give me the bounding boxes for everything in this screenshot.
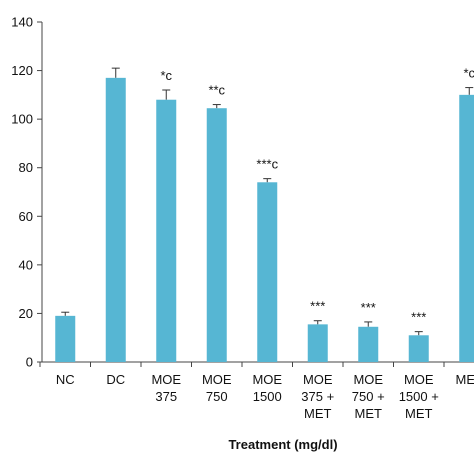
bar (257, 182, 278, 362)
bar (459, 94, 474, 362)
x-category-label-line: MET (456, 372, 474, 387)
x-category-label-line: MET (304, 406, 332, 421)
x-category-label: MOE 1500 + MET (399, 372, 439, 421)
y-tick-label: 60 (19, 209, 33, 224)
x-category-label: NC (56, 372, 75, 387)
x-category-label-line: NC (56, 372, 75, 387)
significance-label: *c (160, 68, 172, 83)
x-category-label-line: 1500 (253, 389, 282, 404)
bar (156, 99, 177, 362)
x-category-label-line: MET (405, 406, 433, 421)
y-tick-label: 0 (26, 355, 33, 370)
y-tick-label: 120 (11, 63, 33, 78)
bar (55, 315, 76, 362)
significance-label: *** (411, 310, 426, 325)
x-category-label-line: MOE (151, 372, 181, 387)
x-category-label-line: MET (355, 406, 383, 421)
x-category-label-line: 1500 + (399, 389, 439, 404)
y-tick-label: 140 (11, 15, 33, 30)
x-category-label-line: MOE (404, 372, 434, 387)
y-tick-label: 80 (19, 160, 33, 175)
bar (408, 335, 429, 362)
x-category-label: MOE 375 + MET (301, 372, 334, 421)
x-category-label-line: MOE (303, 372, 333, 387)
x-category-label-line: 375 + (301, 389, 334, 404)
bar (358, 326, 379, 362)
significance-label: **c (208, 83, 225, 98)
x-axis-title: Treatment (mg/dl) (228, 437, 337, 452)
x-category-label-line: MOE (252, 372, 282, 387)
x-category-label: MOE 1500 (252, 372, 282, 404)
significance-label: *** (361, 300, 376, 315)
x-category-label: MET (456, 372, 474, 387)
x-category-label-line: MOE (353, 372, 383, 387)
x-category-label: DC (106, 372, 125, 387)
bar (206, 108, 227, 362)
significance-label: *** (310, 299, 325, 314)
x-category-label: MOE 750 + MET (352, 372, 385, 421)
y-tick-label: 100 (11, 112, 33, 127)
significance-label: *c (463, 66, 474, 81)
y-tick-label: 20 (19, 306, 33, 321)
x-category-label-line: DC (106, 372, 125, 387)
x-category-label-line: 750 (206, 389, 228, 404)
y-tick-label: 40 (19, 257, 33, 272)
x-category-label: MOE 375 (151, 372, 181, 404)
bar (307, 324, 328, 362)
significance-label: ***c (256, 157, 278, 172)
x-category-label: MOE 750 (202, 372, 232, 404)
x-category-label-line: 750 + (352, 389, 385, 404)
bar (105, 77, 126, 362)
x-category-label-line: MOE (202, 372, 232, 387)
x-category-label-line: 375 (155, 389, 177, 404)
